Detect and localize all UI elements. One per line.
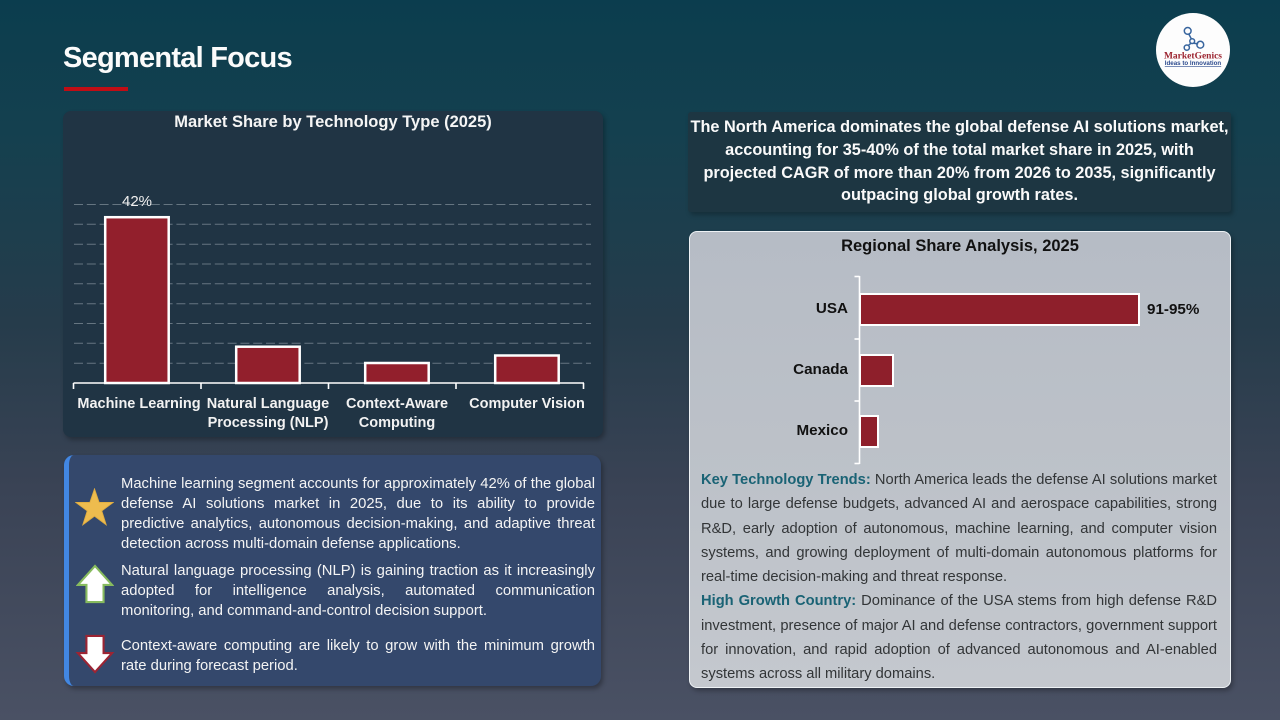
svg-text:Ideas to Innovation: Ideas to Innovation — [1165, 60, 1222, 67]
svg-text:MarketGenics: MarketGenics — [1164, 52, 1222, 62]
